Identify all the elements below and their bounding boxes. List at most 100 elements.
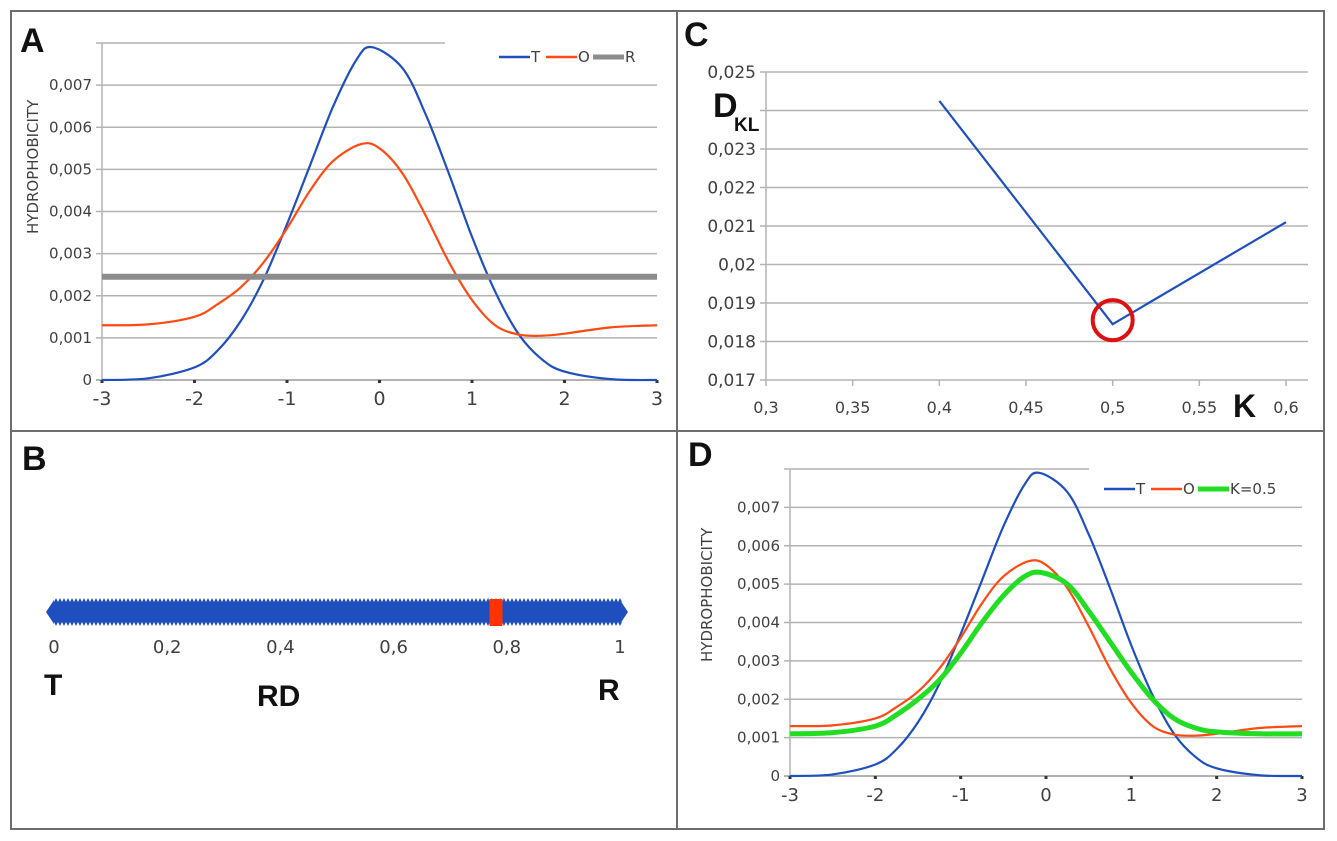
rd-axis-bar <box>46 598 628 626</box>
y-tick-labels: 0 0,001 0,002 0,003 0,004 0,005 0,006 0,007 <box>737 498 780 785</box>
y-tick-label: 0,004 <box>737 614 780 632</box>
y-tick-label: 0 <box>770 767 780 785</box>
y-tick-label: 0,022 <box>707 179 756 199</box>
x-tick-labels: -3 -2 -1 0 1 2 3 <box>781 776 1308 806</box>
x-tick-mark <box>1044 776 1048 779</box>
legend: T O K=0.5 <box>1104 480 1276 498</box>
legend-label: R <box>625 48 635 66</box>
y-tick-label: 0,006 <box>49 118 92 136</box>
legend-label: T <box>530 48 541 66</box>
y-tick-label: 0,02 <box>718 256 756 276</box>
x-tick-label: 3 <box>651 388 663 410</box>
x-tick-label: -3 <box>781 785 799 806</box>
x-tick-label: -2 <box>185 388 204 410</box>
x-tick-labels: 0,3 0,35 0,4 0,45 0,5 0,55 0,6 <box>753 380 1299 417</box>
x-tick-mark <box>563 380 566 383</box>
x-tick-label: 0,45 <box>1008 398 1044 417</box>
x-axis-label: K <box>1233 388 1256 424</box>
x-tick-label: 0,2 <box>153 637 182 658</box>
x-tick-label: 0,6 <box>1273 398 1298 417</box>
y-tick-label: 0,019 <box>707 294 756 314</box>
x-tick-label: 0 <box>1040 785 1051 806</box>
x-tick-mark <box>285 380 289 383</box>
panel-label-a: A <box>20 22 45 60</box>
x-tick-label: -3 <box>93 388 112 410</box>
y-axis-label: HYDROPHOBICITY <box>698 527 716 662</box>
x-tick-label: 2 <box>1211 785 1222 806</box>
y-axis-label: D <box>713 87 738 125</box>
y-tick-label: 0,002 <box>49 287 92 305</box>
x-tick-label: 0,5 <box>1100 398 1125 417</box>
x-tick-mark <box>655 380 659 383</box>
y-tick-labels: 0,017 0,018 0,019 0,02 0,021 0,022 0,023 0,025 <box>707 63 756 391</box>
x-tick-mark <box>1215 776 1219 779</box>
x-tick-mark <box>788 776 792 779</box>
panel-frame-d <box>676 430 1325 830</box>
rd-value-marker <box>489 599 503 626</box>
legend-label: O <box>1183 480 1195 498</box>
x-tick-label: 1 <box>466 388 478 410</box>
minimum-highlight-circle <box>1090 298 1135 343</box>
y-tick-label: 0,002 <box>737 690 780 708</box>
legend-label: T <box>1135 480 1146 498</box>
x-tick-label: 0,55 <box>1182 398 1218 417</box>
panel-b: B 0 0,2 0,4 0,6 0,8 1 T R RD <box>22 440 628 713</box>
x-tick-label: 3 <box>1296 785 1307 806</box>
y-tick-label: 0,007 <box>737 498 780 516</box>
panel-c: C 0,017 0,018 0,019 0,02 0,021 0,022 0,023 0,02… <box>684 16 1308 424</box>
annotations <box>1090 298 1135 343</box>
x-tick-mark <box>470 380 474 383</box>
grid <box>96 42 657 381</box>
x-tick-labels: -3 -2 -1 0 1 2 3 <box>93 380 663 410</box>
y-tick-label: 0 <box>82 371 92 389</box>
x-tick-label: 0,3 <box>753 398 778 417</box>
panel-label-d: D <box>688 436 713 474</box>
y-tick-label: 0,004 <box>49 203 92 221</box>
y-tick-label: 0,003 <box>49 245 92 263</box>
series-lines <box>101 45 658 382</box>
endpoint-label-left: T <box>44 669 62 702</box>
legend-label: K=0.5 <box>1230 480 1276 498</box>
rd-bar-serration <box>54 598 622 626</box>
series-line-o <box>789 559 1303 737</box>
x-tick-label: 2 <box>558 388 570 410</box>
y-tick-label: 0,001 <box>737 729 780 747</box>
y-axis-label: HYDROPHOBICITY <box>24 99 42 234</box>
x-tick-label: 0 <box>48 637 59 658</box>
x-tick-mark <box>1129 776 1133 779</box>
x-tick-label: 0,35 <box>835 398 871 417</box>
series-line-t <box>789 471 1303 778</box>
x-tick-mark <box>959 776 963 779</box>
y-tick-label: 0,018 <box>707 333 756 353</box>
x-tick-label: 1 <box>1126 785 1137 806</box>
y-tick-label: 0,003 <box>737 652 780 670</box>
x-tick-mark <box>378 380 381 383</box>
series-lines <box>938 100 1287 326</box>
legend-label: O <box>578 48 590 66</box>
panel-d: D HYDROPHOBICITY 0 0,001 0,002 0,003 0,004 0,… <box>688 436 1308 806</box>
y-tick-label: 0,005 <box>737 575 780 593</box>
y-tick-label: 0,025 <box>707 63 756 83</box>
y-tick-label: 0,001 <box>49 329 92 347</box>
x-tick-mark <box>873 776 877 779</box>
endpoint-label-right: R <box>598 674 620 707</box>
series-line-o <box>101 142 658 337</box>
arrow-right-icon <box>620 600 628 624</box>
y-tick-label: 0,017 <box>707 371 756 391</box>
series-lines <box>789 471 1303 778</box>
x-tick-label: -1 <box>952 785 970 806</box>
x-tick-mark <box>193 380 196 383</box>
x-tick-label: 1 <box>614 637 625 658</box>
x-tick-label: -2 <box>866 785 884 806</box>
x-tick-label: 0,8 <box>492 637 521 658</box>
series-line-k05 <box>789 569 1303 737</box>
x-axis-label: RD <box>257 680 300 713</box>
y-axis-label-subscript: KL <box>734 115 760 136</box>
series-line-t <box>101 45 658 382</box>
series-line-dkl <box>938 100 1287 326</box>
arrow-left-icon <box>46 600 54 624</box>
y-tick-label: 0,006 <box>737 537 780 555</box>
grid <box>760 71 1308 381</box>
